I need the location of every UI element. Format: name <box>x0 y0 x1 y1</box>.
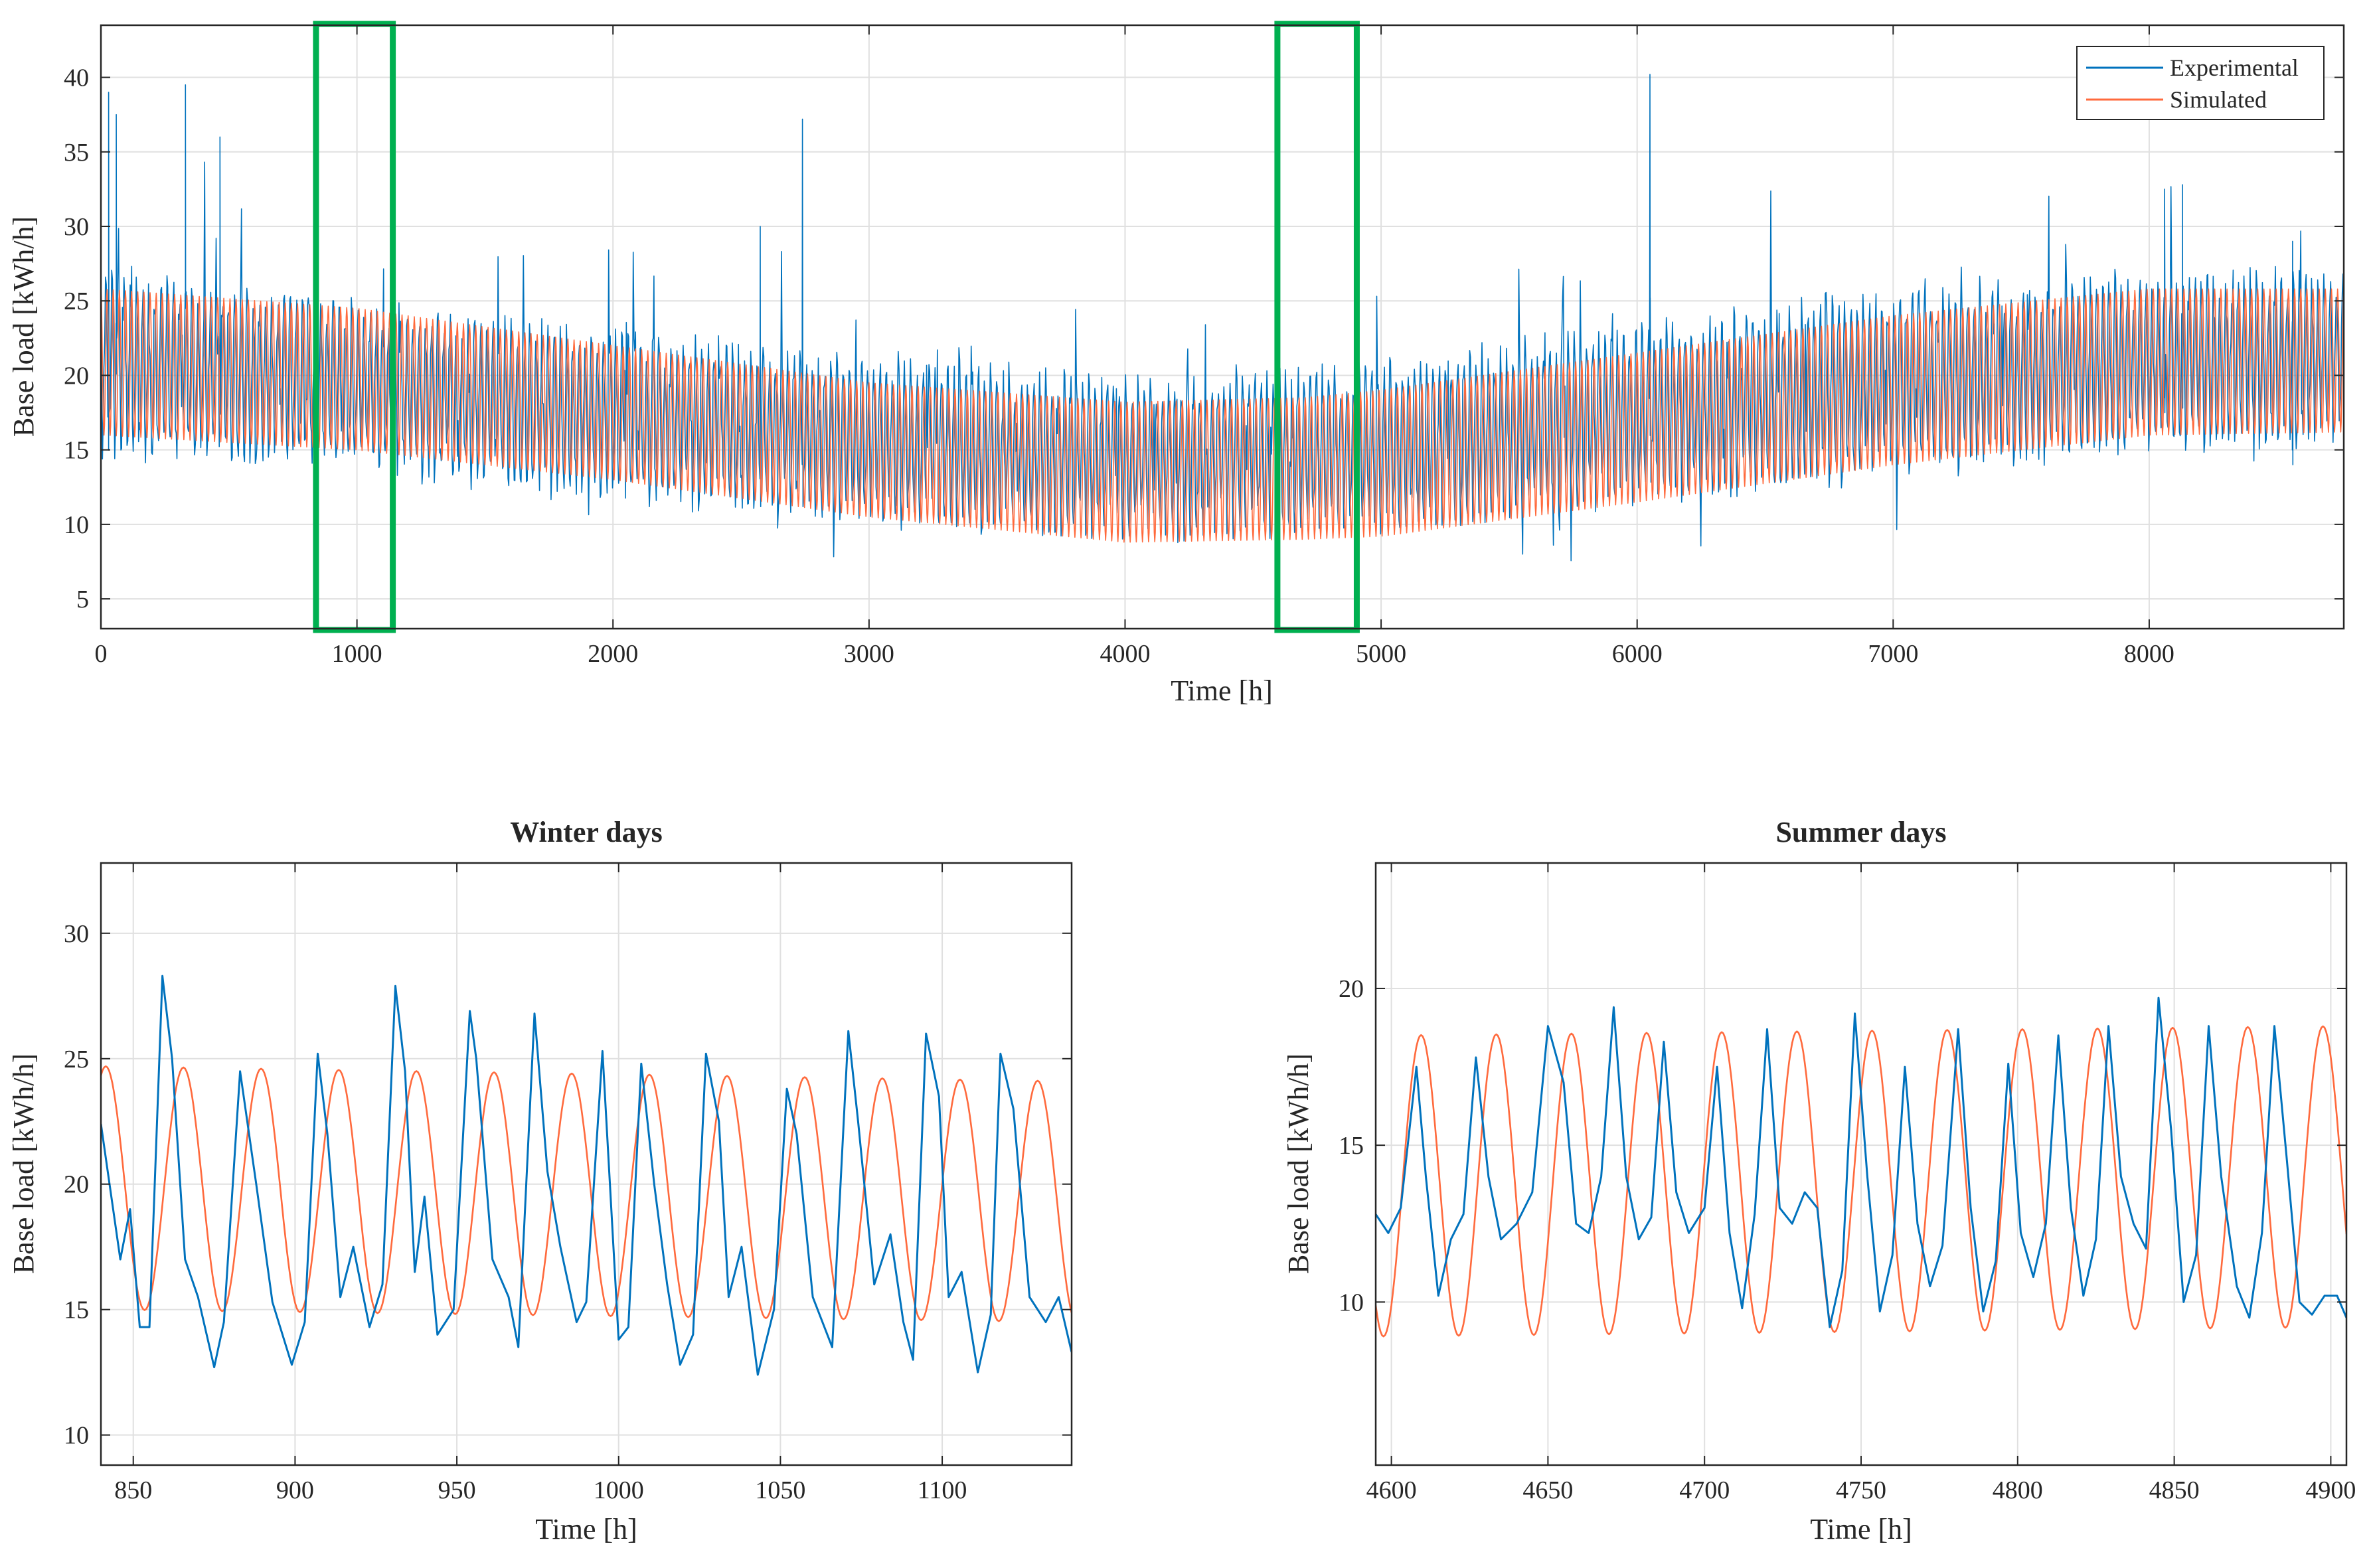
y-tick-label: 20 <box>64 362 89 390</box>
x-tick-label: 5000 <box>1356 640 1406 668</box>
y-tick-label: 10 <box>64 1422 89 1450</box>
x-tick-label: 0 <box>95 640 108 668</box>
annual-series <box>101 74 2344 562</box>
x-tick-label: 7000 <box>1868 640 1918 668</box>
winter-grid <box>101 863 1072 1465</box>
summer-series <box>1376 996 2346 1338</box>
annual-y-axis-label: Base load [kWh/h] <box>7 216 40 437</box>
simulated-series-overlay <box>101 288 2344 543</box>
x-tick-label: 4600 <box>1366 1476 1417 1504</box>
annual-x-axis-label: Time [h] <box>1171 674 1273 707</box>
y-tick-label: 15 <box>64 1296 89 1324</box>
summer-chart: Summer days 4600 4650 4700 4750 4800 4850 4900… <box>1282 816 2356 1545</box>
y-tick-label: 10 <box>1339 1289 1364 1316</box>
y-tick-label: 20 <box>64 1171 89 1199</box>
y-tick-label: 5 <box>76 586 89 613</box>
x-tick-label: 8000 <box>2124 640 2174 668</box>
annual-ticks: 0 1000 2000 3000 4000 5000 6000 7000 8000 5 10 15 20… <box>64 25 2344 668</box>
x-tick-label: 4900 <box>2305 1476 2356 1504</box>
winter-plot-frame <box>100 862 1073 1466</box>
legend-experimental-label: Experimental <box>2170 54 2299 81</box>
annual-legend: Experimental Simulated <box>2076 46 2325 120</box>
y-tick-label: 15 <box>64 437 89 465</box>
x-tick-label: 4000 <box>1100 640 1150 668</box>
x-tick-label: 950 <box>438 1476 476 1504</box>
legend-box <box>2076 46 2325 120</box>
x-tick-label: 1000 <box>332 640 382 668</box>
summer-x-axis-label: Time [h] <box>1810 1513 1912 1545</box>
y-tick-label: 15 <box>1339 1132 1364 1160</box>
y-tick-label: 35 <box>64 139 89 167</box>
x-tick-label: 4650 <box>1522 1476 1573 1504</box>
winter-series <box>101 975 1072 1376</box>
summer-ticks: 4600 4650 4700 4750 4800 4850 4900 10 15 20 <box>1339 863 2356 1504</box>
x-tick-label: 6000 <box>1612 640 1663 668</box>
y-tick-label: 30 <box>64 920 89 948</box>
summer-chart-title: Summer days <box>1775 816 1946 848</box>
x-tick-label: 1000 <box>594 1476 644 1504</box>
x-tick-label: 2000 <box>588 640 638 668</box>
x-tick-label: 1100 <box>918 1476 967 1504</box>
y-tick-label: 40 <box>64 64 89 92</box>
highlight-window <box>1274 21 1360 633</box>
x-tick-label: 1050 <box>755 1476 805 1504</box>
winter-x-axis-label: Time [h] <box>535 1513 637 1545</box>
annual-grid <box>100 25 2344 629</box>
y-tick-label: 30 <box>64 213 89 241</box>
winter-chart-title: Winter days <box>510 816 662 848</box>
simulated-series-line <box>101 1065 1072 1322</box>
highlight-window <box>313 21 396 633</box>
x-tick-label: 3000 <box>844 640 894 668</box>
x-tick-label: 850 <box>114 1476 152 1504</box>
legend-simulated-label: Simulated <box>2170 86 2267 113</box>
winter-ticks: 850 900 950 1000 1050 1100 10 15 20 25 30 <box>64 863 1072 1504</box>
y-tick-label: 25 <box>64 287 89 315</box>
winter-y-axis-label: Base load [kWh/h] <box>7 1054 40 1274</box>
summer-y-axis-label: Base load [kWh/h] <box>1282 1054 1315 1274</box>
x-tick-label: 900 <box>276 1476 314 1504</box>
annual-plot-frame <box>100 24 2345 630</box>
annual-highlight-windows <box>313 21 1360 633</box>
x-tick-label: 4700 <box>1679 1476 1730 1504</box>
x-tick-label: 4750 <box>1836 1476 1886 1504</box>
annual-chart: 0 1000 2000 3000 4000 5000 6000 7000 8000 5 10 15 20… <box>7 21 2345 707</box>
x-tick-label: 4800 <box>1993 1476 2043 1504</box>
experimental-series-line <box>1376 996 2346 1328</box>
y-tick-label: 20 <box>1339 975 1364 1003</box>
experimental-series-line <box>101 975 1072 1376</box>
experimental-series-line <box>101 74 2344 562</box>
x-tick-label: 4850 <box>2149 1476 2200 1504</box>
y-tick-label: 25 <box>64 1046 89 1073</box>
winter-chart: Winter days 850 900 950 1000 1050 1100 10 15 20 2… <box>7 816 1073 1545</box>
y-tick-label: 10 <box>64 511 89 539</box>
